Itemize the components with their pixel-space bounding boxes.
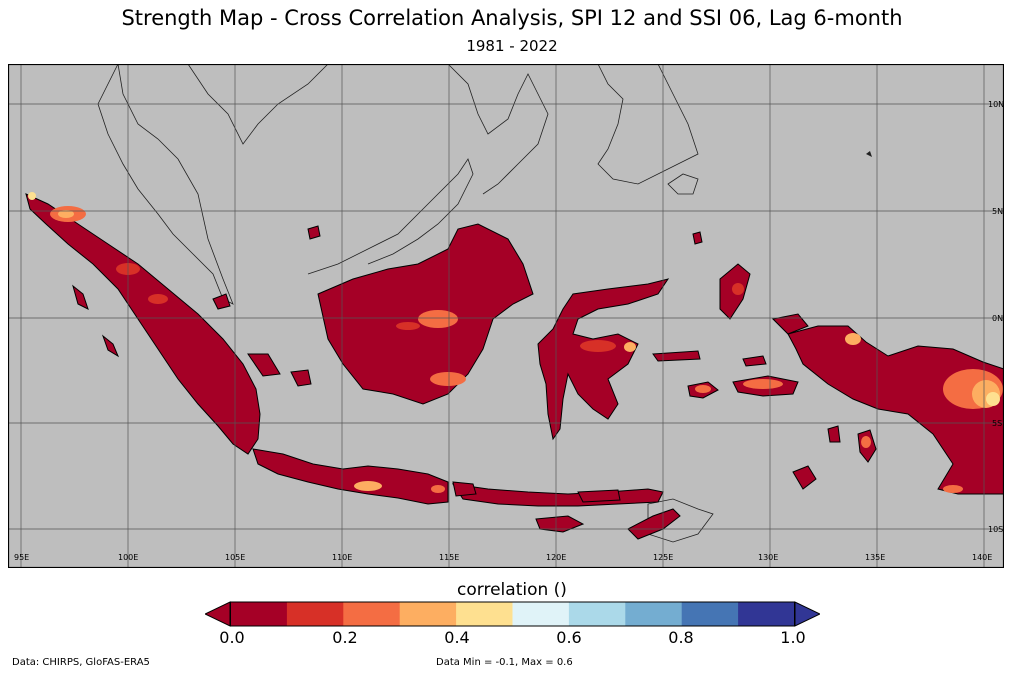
bali-lombok-island <box>452 481 477 497</box>
colorbar-over-arrow <box>794 601 820 627</box>
timor-landmass <box>627 508 681 540</box>
bird-head-landmass <box>771 313 809 335</box>
patch-halmahera <box>732 283 744 295</box>
data-range-note: Data Min = -0.1, Max = 0.6 <box>436 657 573 668</box>
lon-label-100e: 100E <box>118 553 138 562</box>
belitung-island <box>290 369 312 387</box>
riau-island <box>212 293 231 310</box>
colorbar-bin <box>286 602 344 626</box>
aru-landmass <box>792 465 817 490</box>
patch-central-java <box>354 481 382 491</box>
patch-buru <box>695 385 711 393</box>
patch-cenderawasih <box>845 333 861 345</box>
lon-label-110e: 110E <box>332 553 352 562</box>
sangihe-island <box>692 231 703 245</box>
patch-sulawesi-bay <box>624 342 636 352</box>
colorbar-bin <box>399 602 457 626</box>
colorbar-bin <box>738 602 795 626</box>
kei-island <box>827 425 841 443</box>
colorbar-bin <box>343 602 401 626</box>
small-island-outline <box>866 151 872 157</box>
lon-label-95e: 95E <box>14 553 29 562</box>
colorbar-tick-3: 0.6 <box>556 628 582 647</box>
lat-label-10n: 10N <box>988 100 1004 109</box>
banggai-island <box>652 350 701 362</box>
sumba-landmass <box>535 515 585 533</box>
patch-tanimbar <box>861 436 871 448</box>
longitude-labels: 95E 100E 105E 110E 115E 120E 125E 130E 1… <box>14 553 992 562</box>
lon-label-115e: 115E <box>439 553 459 562</box>
latitude-labels: 10N 5N 0N 5S 10S <box>988 100 1004 534</box>
colorbar-tick-1: 0.2 <box>332 628 358 647</box>
patch-south-borneo <box>430 372 466 386</box>
map-canvas: 10N 5N 0N 5S 10S 95E 100E 105E 110E 115E… <box>8 64 1004 568</box>
higher-correlation-patches <box>28 192 1003 493</box>
colorbar-bin <box>568 602 626 626</box>
colorbar-bin <box>456 602 513 626</box>
colorbar-bin <box>512 602 570 626</box>
lon-label-125e: 125E <box>653 553 673 562</box>
colorbar-bin <box>625 602 683 626</box>
flores-island <box>577 489 621 503</box>
colorbar-under-arrow <box>205 601 231 627</box>
patch-central-borneo <box>418 310 458 328</box>
patch-aceh-tip <box>28 192 36 200</box>
patch-seram <box>743 379 783 389</box>
natuna-island <box>307 225 321 240</box>
java-landmass <box>252 448 449 505</box>
colorbar-bins <box>230 602 795 626</box>
patch-south-papua <box>943 485 963 493</box>
lon-label-130e: 130E <box>758 553 778 562</box>
sumatra-landmass <box>25 193 261 455</box>
colorbar-tick-0: 0.0 <box>219 628 245 647</box>
map-subtitle: 1981 - 2022 <box>466 37 558 55</box>
colorbar-tick-4: 0.8 <box>668 628 694 647</box>
data-source-note: Data: CHIRPS, GloFAS-ERA5 <box>12 657 150 668</box>
nias-island <box>72 284 89 310</box>
map-panel: 10N 5N 0N 5S 10S 95E 100E 105E 110E 115E… <box>8 64 1004 568</box>
colorbar-bin <box>230 602 288 626</box>
lon-label-140e: 140E <box>972 553 992 562</box>
lon-label-105e: 105E <box>225 553 245 562</box>
lat-label-5n: 5N <box>992 207 1003 216</box>
map-title: Strength Map - Cross Correlation Analysi… <box>121 6 903 30</box>
lon-label-120e: 120E <box>546 553 566 562</box>
bangka-island <box>247 353 281 377</box>
lat-label-0n: 0N <box>992 314 1003 323</box>
neighbour-coastlines <box>97 64 714 543</box>
lat-label-10s: 10S <box>988 525 1003 534</box>
colorbar-bin <box>681 602 739 626</box>
mentawai-island <box>101 334 120 358</box>
patch-borneo-west <box>396 322 420 330</box>
graticule <box>8 64 1004 568</box>
patch-east-java <box>431 485 445 493</box>
lat-label-5s: 5S <box>992 419 1002 428</box>
obi-island <box>742 355 767 367</box>
map-border <box>8 64 1004 568</box>
colorbar-title: correlation () <box>457 580 567 600</box>
patch-aceh-core <box>58 210 74 218</box>
colorbar <box>205 601 820 627</box>
colorbar-tick-2: 0.4 <box>444 628 470 647</box>
patch-papua-highlands-core <box>986 392 1000 406</box>
sulawesi-landmass <box>537 278 670 441</box>
colorbar-tick-5: 1.0 <box>780 628 806 647</box>
patch-west-sumatra <box>148 294 168 304</box>
patch-sulawesi-neck <box>580 340 616 352</box>
lon-label-135e: 135E <box>865 553 885 562</box>
